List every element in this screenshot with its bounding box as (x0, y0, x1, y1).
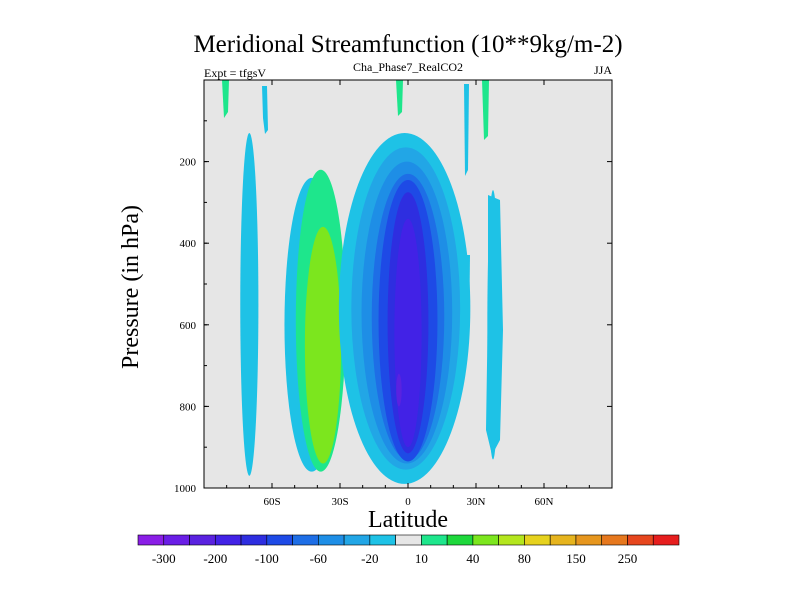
x-tick-label: 60N (535, 496, 554, 508)
colorbar-box (627, 534, 654, 546)
colorbar-box (549, 534, 577, 546)
colorbar-box (421, 534, 448, 546)
colorbar: -300 -200 -100 -60 -20 10 40 80 150 250 (137, 534, 680, 566)
colorbar-label: 250 (618, 551, 638, 566)
x-axis-label: Latitude (368, 507, 448, 533)
contour-region-10 (394, 218, 422, 448)
colorbar-label: -20 (361, 551, 378, 566)
contour-region-0 (240, 133, 259, 476)
colorbar-box (446, 534, 474, 546)
colorbar-box (575, 534, 603, 546)
colorbar-box (472, 534, 499, 546)
colorbar-box (318, 534, 345, 546)
x-tick-label: 30S (331, 496, 348, 508)
colorbar-label: -300 (152, 551, 176, 566)
colorbar-box (163, 534, 190, 546)
y-tick-label: 800 (180, 401, 197, 413)
x-tick-label: 60S (263, 496, 280, 508)
colorbar-box (189, 534, 216, 546)
colorbar-box (601, 534, 628, 546)
contour-ne-streak-2 (482, 80, 489, 140)
colorbar-label: 80 (518, 551, 531, 566)
contour-polar-streak (222, 80, 229, 118)
colorbar-box (292, 534, 319, 546)
colorbar-box (652, 534, 680, 546)
y-tick-label: 600 (180, 320, 197, 332)
x-tick-label: 0 (405, 496, 411, 508)
colorbar-label: -60 (310, 551, 327, 566)
y-tick-label: 400 (180, 238, 197, 250)
contour-region-11 (396, 373, 402, 407)
contour-eq-streak (396, 80, 403, 116)
y-axis: 200 400 600 800 1000 (174, 120, 612, 495)
x-tick-label: 30N (467, 496, 486, 508)
colorbar-box (524, 534, 551, 546)
colorbar-box (240, 534, 268, 546)
contour-ne-streak-1 (464, 84, 469, 176)
colorbar-label: 40 (466, 551, 479, 566)
colorbar-label: -200 (203, 551, 227, 566)
contour-region-3 (304, 226, 342, 464)
colorbar-box (498, 534, 525, 546)
colorbar-box (137, 534, 165, 546)
y-tick-label: 1000 (174, 483, 197, 495)
colorbar-box (343, 534, 371, 546)
y-tick-label: 200 (180, 157, 197, 169)
season-label: JJA (594, 63, 612, 77)
colorbar-box (395, 534, 422, 546)
x-axis: 60S 30S 0 30N 60N (226, 80, 590, 508)
run-label: Cha_Phase7_RealCO2 (353, 60, 463, 74)
y-axis-label: Pressure (in hPa) (118, 205, 144, 369)
colorbar-label: 10 (415, 551, 428, 566)
contour-high-lat-streak (262, 86, 268, 134)
colorbar-box (214, 534, 242, 546)
colorbar-label: 150 (566, 551, 586, 566)
colorbar-box (369, 534, 396, 546)
chart-title: Meridional Streamfunction (10**9kg/m-2) (193, 31, 622, 58)
experiment-label: Expt = tfgsV (204, 66, 266, 80)
colorbar-box (266, 534, 293, 546)
contour-region-12 (487, 190, 499, 460)
colorbar-label: -100 (255, 551, 279, 566)
contour-regions (222, 80, 503, 484)
